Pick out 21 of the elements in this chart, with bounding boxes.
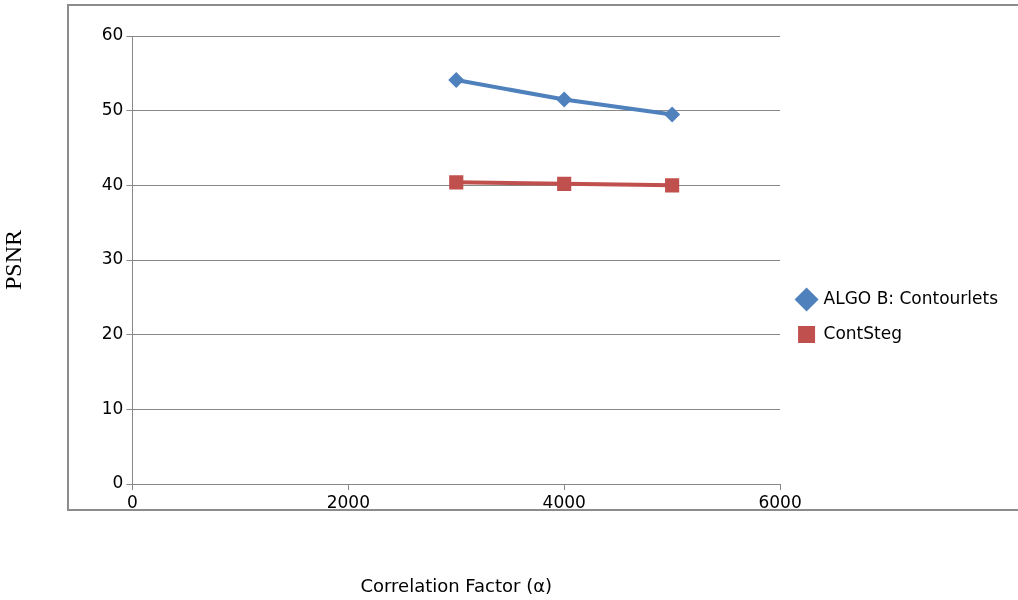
y-tick-label: 20 (101, 323, 124, 344)
point (556, 91, 573, 108)
y-tick-label: 30 (101, 248, 124, 269)
x-tick-label: 0 (127, 491, 138, 512)
point (449, 175, 464, 190)
x-tick-label: 2000 (326, 491, 370, 512)
y-tick-label: 0 (112, 472, 124, 493)
y-axis-title: PSNR (0, 229, 26, 291)
x-axis-title: Correlation Factor (α) (360, 574, 553, 596)
y-tick-label: 10 (101, 397, 124, 418)
y-tick-label: 50 (101, 99, 124, 120)
y-tick-label: 40 (101, 173, 124, 194)
legend-label: ContSteg (823, 322, 902, 343)
point (664, 106, 681, 123)
y-tick-label: 60 (101, 24, 124, 45)
point (448, 72, 465, 89)
x-tick-label: 6000 (758, 491, 802, 512)
point (665, 178, 680, 193)
x-tick-label: 4000 (542, 491, 586, 512)
point (557, 176, 572, 191)
legend-label: ALGO B: Contourlets (823, 287, 999, 308)
